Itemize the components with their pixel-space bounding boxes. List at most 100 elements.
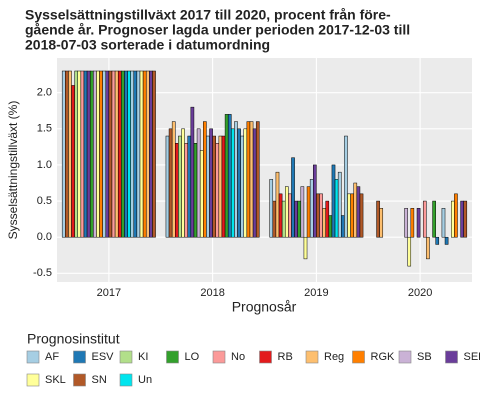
legend-label: Un [138,374,152,386]
legend-title: Prognosinstitut [27,331,120,347]
bar [325,200,330,238]
bar [322,208,326,238]
bar [359,193,364,238]
bar [407,236,412,267]
bar [65,70,69,238]
bar [278,193,283,238]
bar [275,171,280,238]
bar [190,106,195,238]
bar [184,143,188,238]
legend-label: LO [185,351,200,363]
bar [404,208,408,238]
bar [334,179,339,238]
bar [221,135,226,238]
bar [96,70,100,238]
bar [178,135,182,238]
bar [294,200,298,238]
bar [114,70,119,238]
bar [285,186,289,238]
bar [71,85,75,238]
bar [227,114,232,238]
bar [422,200,427,238]
legend-label: Reg [324,351,344,363]
bar [175,143,179,238]
chart-title: Sysselsättningstillväxt 2017 till 2020, … [25,7,391,23]
x-axis-label: Prognosår [232,299,297,315]
bar [224,114,229,238]
bar [199,150,204,238]
bar [203,121,207,238]
bar [83,70,88,238]
bar [416,208,421,238]
bar [121,70,125,238]
legend-label: SN [92,374,107,386]
bar [61,70,66,238]
bar [252,128,257,238]
legend-key [352,350,365,364]
x-tick-label: 2020 [408,287,432,299]
bar [124,70,128,238]
chart-title: gående år. Prognoser lagda under periode… [25,22,410,38]
bar [460,200,464,238]
legend-key [212,350,226,364]
bar [193,143,198,238]
bar [432,200,436,238]
bar [77,70,82,238]
bar [463,200,468,238]
bar [341,215,345,238]
legend-key [305,350,319,364]
bar [255,121,260,238]
legend-key [73,350,86,364]
bar [306,186,311,238]
legend-key [398,350,412,364]
legend-label: SEB [464,351,480,363]
bar [149,70,153,238]
bar [136,70,141,238]
bar [212,135,216,238]
legend-key [445,350,458,364]
bar [441,208,446,238]
bar [111,70,116,238]
bar [102,70,107,238]
legend-key [259,350,272,364]
bar [350,193,354,238]
bar [152,70,156,238]
bar [246,121,251,238]
bar [319,193,323,238]
x-tick-label: 2018 [200,287,224,299]
bar [313,164,317,238]
bar [243,128,248,238]
bar [89,70,94,238]
bar [181,128,185,238]
legend-key [26,373,40,387]
bar [218,135,223,238]
bar [240,135,244,238]
legend-key [26,350,40,364]
bar [105,70,110,238]
legend-label: ESV [92,351,115,363]
bar [291,157,295,238]
bar [133,70,138,238]
bar [309,179,314,238]
x-tick-label: 2019 [304,287,328,299]
bar [347,193,351,238]
legend-label: SB [417,351,432,363]
legend-label: KI [138,351,148,363]
bar [187,135,192,238]
bar [344,135,348,238]
bar [454,193,458,238]
bar [376,200,380,238]
bar [74,70,78,238]
bar [272,200,277,238]
bar [234,121,238,238]
bar [379,208,384,238]
bar [356,186,361,238]
y-tick-label: 1.5 [37,123,52,135]
bar [86,70,91,238]
bar [209,128,213,238]
bar [99,70,103,238]
bar [206,135,210,238]
y-tick-label: -0.5 [33,267,52,279]
bar [196,128,201,238]
bar [331,164,336,238]
